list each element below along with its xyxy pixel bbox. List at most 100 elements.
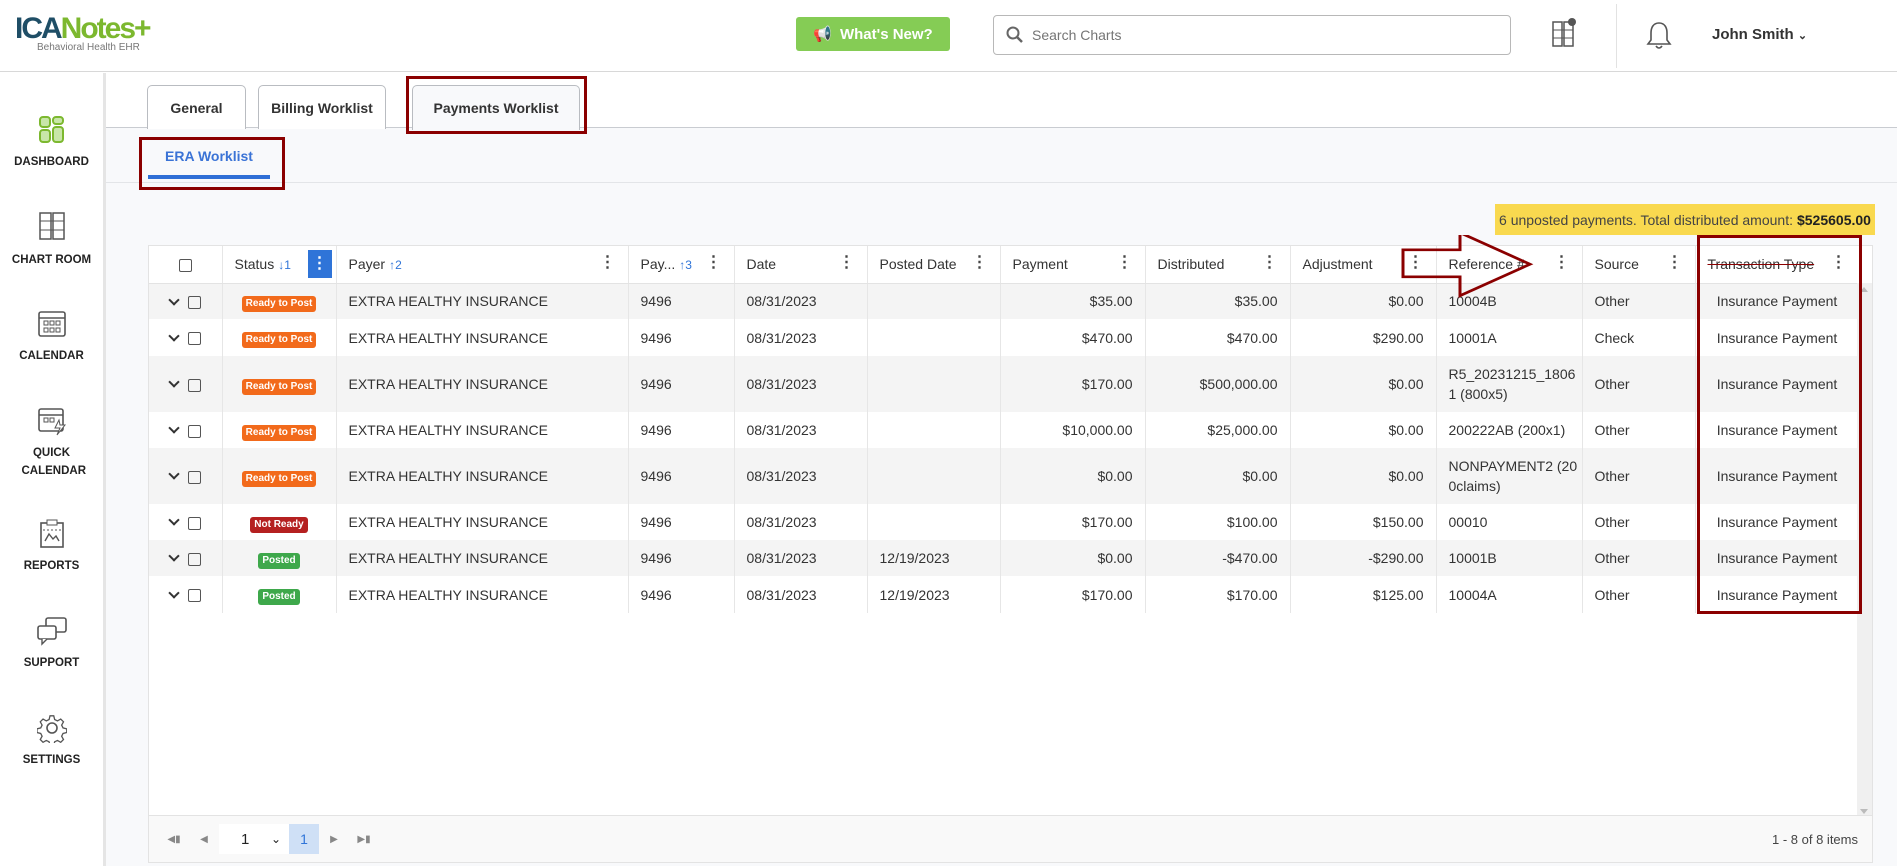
column-menu-icon[interactable]: ⋮ <box>971 254 988 271</box>
icanotes-logo[interactable]: ICANotes+ Behavioral Health EHR <box>15 14 152 54</box>
status-badge: Posted <box>258 589 300 605</box>
sidebar-item-dashboard[interactable]: DASHBOARD <box>0 115 103 171</box>
table-row[interactable]: Ready to Post EXTRA HEALTHY INSURANCE 9496… <box>149 448 1860 504</box>
expand-chevron-icon[interactable] <box>168 550 180 562</box>
table-row[interactable]: Not Ready EXTRA HEALTHY INSURANCE 9496 08/3… <box>149 504 1860 540</box>
pay-cell: 9496 <box>628 540 735 576</box>
column-header-pay-[interactable]: Pay... ↑3 ⋮ <box>628 246 735 284</box>
row-checkbox[interactable] <box>187 516 201 530</box>
column-menu-icon[interactable]: ⋮ <box>1553 254 1570 271</box>
chevron-down-icon: ⌄ <box>1797 30 1808 42</box>
sidebar-item-quick-calendar[interactable]: QUICK CALENDAR <box>0 406 103 480</box>
column-header-distributed[interactable]: Distributed ⋮ <box>1145 246 1291 284</box>
prev-page-icon[interactable]: ◀ <box>200 833 208 845</box>
sidebar-item-reports[interactable]: REPORTS <box>0 519 103 575</box>
distributed-cell: $470.00 <box>1145 319 1291 356</box>
sidebar-item-label: SETTINGS <box>22 754 81 766</box>
row-checkbox[interactable] <box>187 552 201 566</box>
expand-chevron-icon[interactable] <box>168 422 180 434</box>
expand-chevron-icon[interactable] <box>168 376 180 388</box>
era-worklist-grid: Status ↓1 ⋮ Payer ↑2 ⋮ Pay... ↑3 ⋮ Date ⋮ Posted Da… <box>148 245 1873 863</box>
table-row[interactable]: Ready to Post EXTRA HEALTHY INSURANCE 9496… <box>149 412 1860 448</box>
row-checkbox[interactable] <box>187 332 201 346</box>
column-menu-icon[interactable]: ⋮ <box>1407 254 1424 271</box>
expand-chevron-icon[interactable] <box>168 330 180 342</box>
search-input[interactable] <box>1032 27 1472 43</box>
status-cell: Ready to Post <box>222 448 337 504</box>
tab-general[interactable]: General <box>147 85 246 129</box>
column-header-payment[interactable]: Payment ⋮ <box>1000 246 1146 284</box>
next-page-icon[interactable]: ▶ <box>330 833 338 845</box>
row-checkbox[interactable] <box>187 424 201 438</box>
user-name: John Smith <box>1712 26 1794 43</box>
column-header-source[interactable]: Source ⋮ <box>1582 246 1696 284</box>
sidebar-item-support[interactable]: SUPPORT <box>0 616 103 672</box>
table-row[interactable]: Posted EXTRA HEALTHY INSURANCE 9496 08/31/2… <box>149 576 1860 613</box>
expand-chevron-icon[interactable] <box>168 587 180 599</box>
distributed-cell: $500,000.00 <box>1145 356 1291 412</box>
page-select[interactable]: 1 ⌄ <box>219 824 289 854</box>
column-header-date[interactable]: Date ⋮ <box>734 246 868 284</box>
page-button-current[interactable]: 1 <box>289 824 319 854</box>
status-cell: Posted <box>222 576 337 613</box>
column-menu-icon[interactable]: ⋮ <box>1261 254 1278 271</box>
column-menu-icon[interactable]: ⋮ <box>838 254 855 271</box>
row-checkbox[interactable] <box>187 296 201 310</box>
table-row[interactable]: Posted EXTRA HEALTHY INSURANCE 9496 08/31/2… <box>149 540 1860 576</box>
payment-cell: $35.00 <box>1000 283 1146 319</box>
date-cell: 08/31/2023 <box>734 356 868 412</box>
sidebar-item-label: CHART ROOM <box>11 254 92 266</box>
table-row[interactable]: Ready to Post EXTRA HEALTHY INSURANCE 9496… <box>149 283 1860 319</box>
subtab-era-worklist[interactable]: ERA Worklist <box>148 148 270 164</box>
column-header-adjustment[interactable]: Adjustment ⋮ <box>1290 246 1437 284</box>
expand-chevron-icon[interactable] <box>168 514 180 526</box>
last-page-icon[interactable]: ▶▮ <box>357 833 371 845</box>
tab-billing-worklist[interactable]: Billing Worklist <box>258 85 386 129</box>
tab-label: Payments Worklist <box>433 100 559 116</box>
chart-cabinet-icon[interactable] <box>1552 18 1576 48</box>
expand-chevron-icon[interactable] <box>168 293 180 306</box>
column-menu-icon[interactable]: ⋮ <box>1666 254 1683 271</box>
logo-subtitle: Behavioral Health EHR <box>37 42 140 53</box>
column-menu-icon[interactable]: ⋮ <box>1116 254 1133 271</box>
user-menu[interactable]: John Smith ⌄ <box>1712 26 1807 43</box>
row-checkbox[interactable] <box>187 589 201 603</box>
column-header-status[interactable]: Status ↓1 ⋮ <box>222 246 337 284</box>
sidebar-item-chart-room[interactable]: CHART ROOM <box>0 211 103 269</box>
row-checkbox[interactable] <box>187 378 201 392</box>
table-row[interactable]: Ready to Post EXTRA HEALTHY INSURANCE 9496… <box>149 356 1860 412</box>
sidebar-item-settings[interactable]: SETTINGS <box>0 713 103 769</box>
distributed-cell: $35.00 <box>1145 283 1291 319</box>
column-menu-icon[interactable]: ⋮ <box>705 254 722 271</box>
table-row[interactable]: Ready to Post EXTRA HEALTHY INSURANCE 9496… <box>149 319 1860 356</box>
column-header-reference-[interactable]: Reference # ⋮ <box>1436 246 1583 284</box>
column-menu-icon[interactable]: ⋮ <box>1830 254 1847 271</box>
posted-date-cell: 12/19/2023 <box>867 540 1001 576</box>
scroll-down-icon[interactable] <box>1860 809 1868 814</box>
select-all-checkbox[interactable] <box>178 259 192 273</box>
tab-payments-worklist[interactable]: Payments Worklist <box>412 85 580 130</box>
sort-indicator: ↑2 <box>389 258 402 273</box>
column-header-select[interactable] <box>149 246 223 284</box>
first-page-icon[interactable]: ◀▮ <box>167 833 181 845</box>
column-header-payer[interactable]: Payer ↑2 ⋮ <box>336 246 629 284</box>
payer-cell: EXTRA HEALTHY INSURANCE <box>336 283 629 319</box>
main-content: General Billing Worklist Payments Workli… <box>106 73 1897 866</box>
whats-new-button[interactable]: 📢 What's New? <box>796 17 950 51</box>
reference-cell: 10001B <box>1436 540 1583 576</box>
scroll-up-icon[interactable] <box>1860 287 1868 292</box>
column-header-transaction-type[interactable]: Transaction Type ⋮ <box>1695 246 1860 284</box>
bell-icon[interactable] <box>1645 20 1673 50</box>
search-box[interactable] <box>993 15 1511 55</box>
status-badge: Ready to Post <box>241 378 317 395</box>
vertical-scrollbar[interactable] <box>1857 283 1872 818</box>
tab-label: Billing Worklist <box>271 99 373 116</box>
expand-chevron-icon[interactable] <box>168 468 180 480</box>
payment-cell: $0.00 <box>1000 540 1146 576</box>
row-checkbox[interactable] <box>187 470 201 484</box>
sidebar-item-calendar[interactable]: CALENDAR <box>0 309 103 365</box>
column-menu-icon[interactable]: ⋮ <box>599 254 616 271</box>
column-header-posted-date[interactable]: Posted Date ⋮ <box>867 246 1001 284</box>
column-menu-icon[interactable]: ⋮ <box>307 250 332 278</box>
megaphone-icon: 📢 <box>813 26 832 43</box>
